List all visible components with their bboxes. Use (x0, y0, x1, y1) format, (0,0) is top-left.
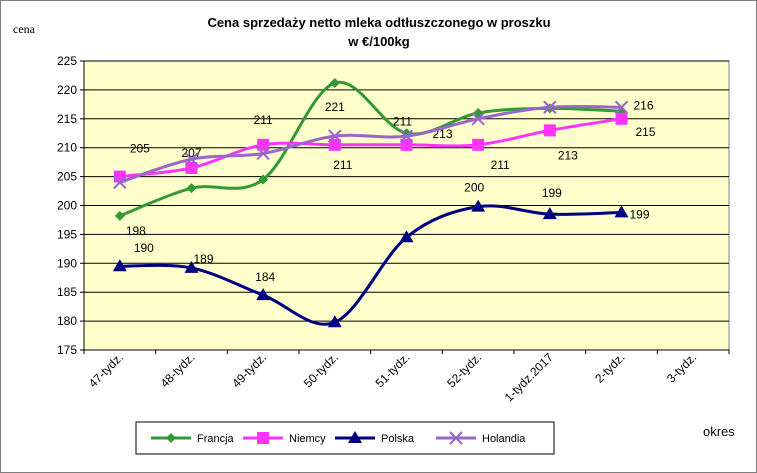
data-point-niemcy (328, 138, 341, 151)
data-point-polska (471, 199, 486, 212)
legend-label: Holandia (482, 433, 526, 445)
x-tick-label: 2-tydz. (592, 350, 627, 385)
x-tick-label: 50-tydz. (301, 350, 341, 390)
y-tick-label: 195 (57, 227, 77, 241)
data-label-niemcy: 211 (491, 158, 510, 172)
series-line-niemcy (119, 117, 622, 179)
y-tick-label: 200 (57, 199, 77, 213)
data-point-holandia (256, 146, 270, 161)
data-point-holandia (399, 129, 414, 143)
data-point-polska (399, 230, 414, 243)
data-point-holandia (113, 175, 127, 190)
data-label-niemcy: 211 (254, 113, 273, 127)
data-point-polska (327, 315, 342, 328)
legend-label: Polska (381, 433, 415, 445)
data-label-polska: 189 (193, 252, 213, 266)
data-point-holandia (328, 129, 342, 143)
data-point-niemcy (615, 112, 628, 125)
data-label-francja: 211 (393, 114, 412, 128)
legend-label: Niemcy (289, 433, 326, 445)
data-label-niemcy: 207 (181, 146, 201, 160)
data-label-niemcy: 213 (558, 148, 578, 162)
x-tick-label: 49-tydz. (229, 350, 269, 390)
data-label-francja: 221 (325, 100, 345, 114)
data-point-polska (184, 260, 199, 273)
x-tick-label: 3-tydz. (664, 350, 699, 385)
y-tick-label: 210 (57, 141, 77, 155)
x-tick-label: 48-tydz. (158, 350, 198, 390)
data-label-polska: 199 (542, 186, 562, 200)
data-label-niemcy: 211 (333, 158, 352, 172)
data-point-niemcy (472, 138, 485, 151)
data-label-francja: 216 (633, 98, 653, 112)
data-point-holandia (184, 152, 199, 166)
data-label-polska: 190 (134, 241, 154, 255)
data-point-niemcy (185, 161, 198, 174)
data-point-niemcy (543, 124, 556, 137)
data-label-francja: 198 (126, 224, 146, 238)
data-point-francja (186, 183, 197, 194)
y-tick-label: 220 (57, 83, 77, 97)
x-tick-label: 1-tydz.2017 (502, 350, 556, 404)
data-point-polska (112, 259, 127, 272)
data-label-niemcy: 205 (130, 142, 150, 156)
data-label-polska: 199 (629, 207, 649, 221)
data-point-holandia (614, 100, 629, 114)
y-tick-label: 190 (57, 256, 77, 270)
y-tick-label: 180 (57, 314, 77, 328)
y-tick-label: 185 (57, 285, 77, 299)
series-line-polska (119, 204, 622, 326)
data-point-holandia (543, 100, 557, 114)
y-tick-label: 215 (57, 112, 77, 126)
data-point-francja (114, 210, 125, 221)
data-point-francja (329, 77, 340, 88)
data-point-polska (542, 207, 557, 220)
y-tick-label: 175 (57, 343, 77, 357)
y-axis-label: cena (13, 22, 36, 36)
chart-subtitle: w €/100kg (347, 34, 409, 49)
legend-swatch-marker (257, 432, 269, 444)
legend-swatch-marker (166, 433, 176, 443)
y-tick-label: 225 (57, 54, 77, 68)
x-tick-label: 52-tydz. (444, 350, 484, 390)
data-point-niemcy (257, 138, 270, 151)
data-point-holandia (471, 112, 485, 126)
x-axis-label: okres (703, 424, 735, 439)
legend-label: Francja (197, 433, 235, 445)
legend-swatch-marker (348, 431, 362, 443)
data-point-francja (258, 174, 269, 185)
chart-title: Cena sprzedaży netto mleka odtłuszczoneg… (207, 15, 550, 30)
series-line-holandia (119, 104, 622, 184)
data-point-polska (614, 205, 629, 218)
x-tick-label: 51-tydz. (373, 350, 413, 390)
y-tick-label: 205 (57, 170, 77, 184)
data-label-niemcy: 215 (635, 125, 655, 139)
data-point-niemcy (400, 138, 413, 151)
x-tick-label: 47-tydz. (86, 350, 126, 390)
legend-swatch-marker (449, 431, 463, 445)
data-label-polska: 184 (255, 270, 275, 284)
data-point-polska (256, 288, 271, 301)
data-label-polska: 200 (464, 181, 484, 195)
